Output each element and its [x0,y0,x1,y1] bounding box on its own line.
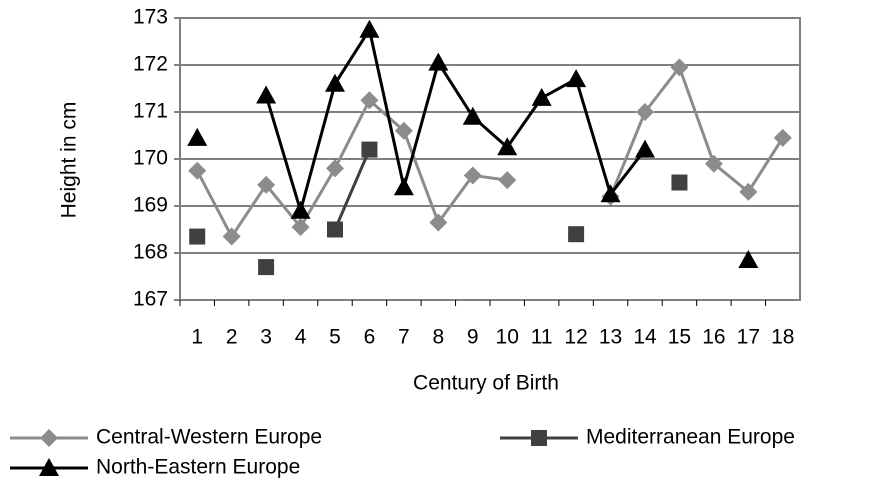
y-axis-label: Height in cm [58,102,81,219]
x-tick-label: 17 [737,326,760,349]
x-tick-label: 5 [329,326,341,349]
legend-label: North-Eastern Europe [96,456,300,479]
legend-marker [40,429,58,447]
x-tick-label: 12 [564,326,587,349]
x-tick-label: 15 [668,326,691,349]
y-tick-label: 173 [133,6,168,29]
y-tick-label: 168 [133,241,168,264]
y-tick-label: 171 [133,100,168,123]
data-point [738,250,759,269]
data-point [258,259,275,276]
legend-label: Mediterranean Europe [586,426,795,449]
x-tick-label: 6 [364,326,376,349]
data-point [325,73,345,92]
x-tick-label: 9 [467,326,479,349]
x-tick-label: 1 [191,326,203,349]
y-tick-label: 167 [133,288,168,311]
data-point [188,161,207,180]
data-point [566,69,587,88]
x-tick-label: 16 [702,326,725,349]
x-tick-label: 8 [432,326,444,349]
data-point [222,227,241,246]
data-point [704,154,723,173]
data-point [498,171,517,190]
data-point [636,103,654,121]
data-point [773,128,792,147]
data-point [531,87,552,106]
x-tick-label: 7 [398,326,410,349]
series-line [195,64,785,240]
data-point [497,137,518,156]
data-point [739,182,758,201]
data-point [326,159,344,178]
y-tick-label: 170 [133,147,168,170]
x-tick-label: 10 [496,326,519,349]
data-point [429,213,448,232]
data-point [189,228,206,245]
data-point [257,175,276,194]
data-point [463,166,482,185]
data-point [635,139,655,158]
series-line [335,150,679,230]
data-point [600,184,621,203]
x-tick-label: 11 [531,326,553,349]
legend-label: Central-Western Europe [96,426,322,449]
data-point [361,141,378,158]
legend-marker [531,430,547,446]
data-point [671,174,688,191]
y-tick-label: 172 [133,53,168,76]
legend-marker [39,458,59,476]
data-point [428,52,449,71]
data-point [256,85,277,104]
x-tick-label: 18 [771,326,794,349]
data-point [394,121,413,140]
data-point [670,58,689,77]
data-point [360,91,379,110]
y-tick-label: 169 [133,194,168,217]
data-point [359,19,380,38]
x-tick-label: 2 [226,326,238,349]
x-tick-label: 4 [295,326,307,349]
x-tick-label: 13 [599,326,622,349]
data-point [291,218,310,237]
x-axis-label: Century of Birth [413,372,559,395]
data-point [462,106,483,125]
data-point [393,177,414,196]
data-point [290,200,311,219]
x-tick-label: 14 [633,326,657,349]
data-point [327,221,343,238]
x-tick-label: 3 [260,326,272,349]
data-point [187,127,208,146]
data-point [568,226,585,243]
